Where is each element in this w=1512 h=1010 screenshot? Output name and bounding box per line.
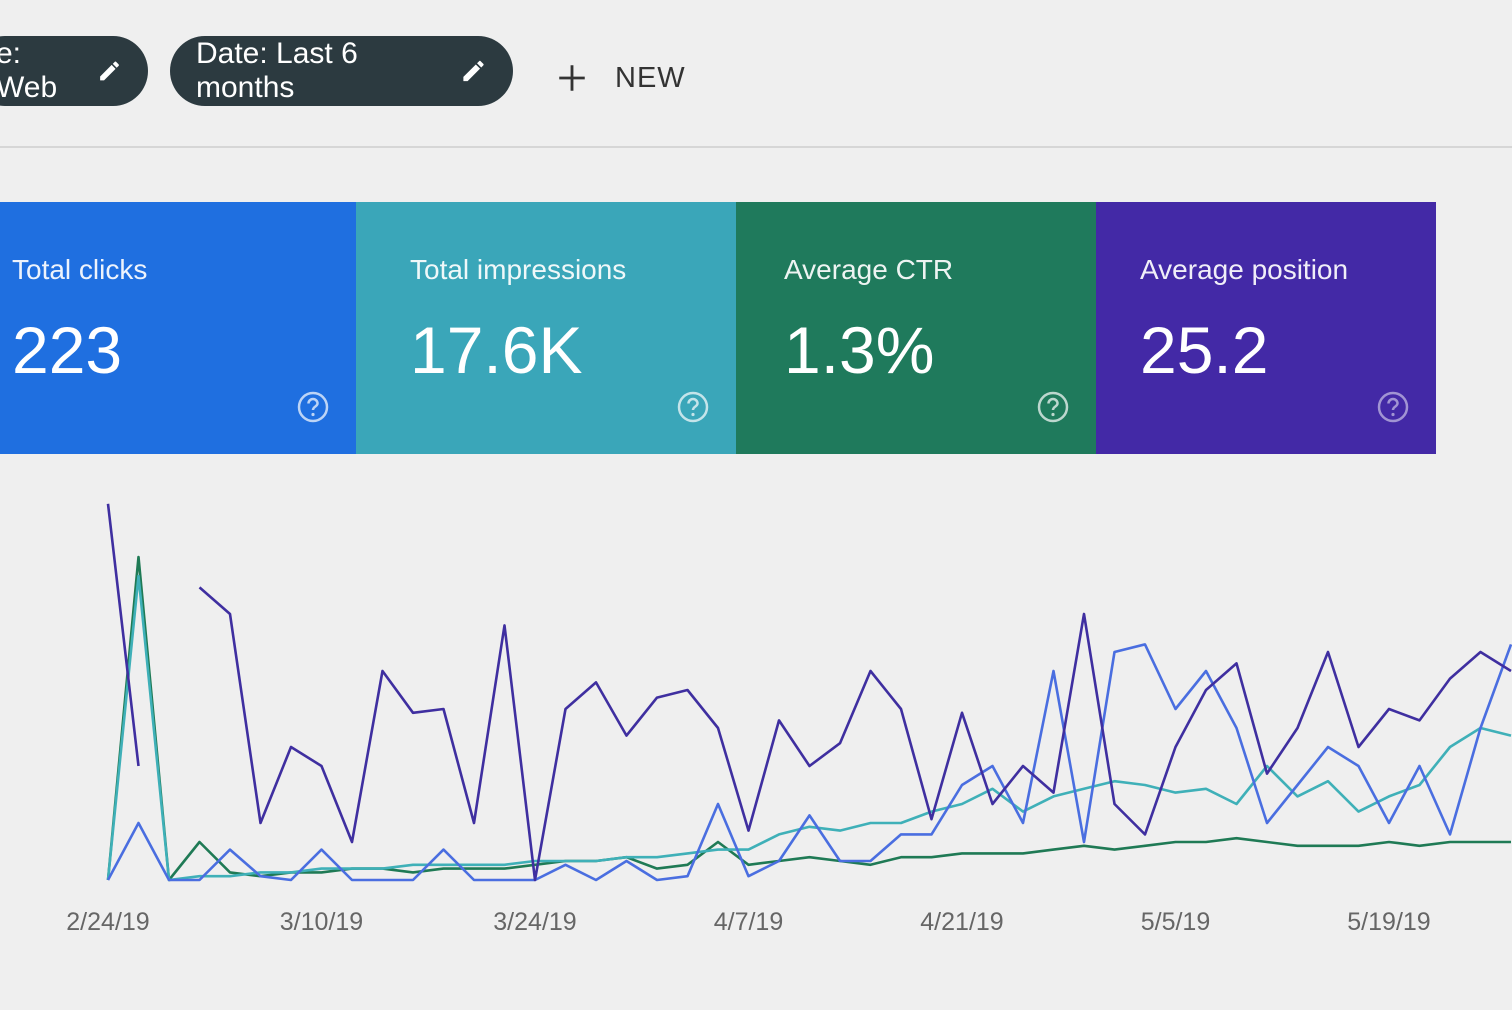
x-tick-label: 5/19/19 [1347,908,1430,936]
card-value: 17.6K [410,313,583,387]
card-value: 223 [12,313,123,387]
filter-chip[interactable]: e: Web [0,36,148,106]
card-title: Total impressions [410,254,627,285]
x-tick-label: 4/21/19 [920,908,1003,936]
x-tick-label: 4/7/19 [714,908,784,936]
divider [0,146,1512,148]
series-line [106,503,1512,882]
series-line [106,643,1512,882]
x-tick-label: 3/10/19 [280,908,363,936]
new-button[interactable]: NEW [555,50,686,106]
chip-label: e: Web [0,37,58,104]
new-label: NEW [615,61,686,94]
edit-icon [100,61,119,81]
metric-card[interactable]: Average position 25.2 [1096,202,1436,454]
help-icon[interactable] [296,390,330,424]
card-title: Total clicks [12,254,148,285]
series-line [106,574,1512,882]
x-tick-label: 3/24/19 [493,908,576,936]
metric-card[interactable]: Average CTR 1.3% [736,202,1096,454]
filter-chip[interactable]: Date: Last 6 months [170,36,513,106]
card-title: Average position [1140,254,1349,285]
plus-icon [559,65,585,91]
metric-card[interactable]: Total impressions 17.6K [356,202,736,454]
edit-icon [463,60,484,82]
x-tick-label: 5/5/19 [1141,908,1211,936]
card-value: 25.2 [1140,313,1269,387]
card-title: Average CTR [784,254,954,285]
help-icon[interactable] [1376,390,1410,424]
help-icon[interactable] [676,390,710,424]
metric-card[interactable]: Total clicks 223 [0,202,356,454]
chip-label: Date: Last 6 months [196,37,358,104]
performance-chart: 2/24/19 3/10/19 3/24/19 4/7/19 4/21/19 5/5/19… [66,503,1512,936]
card-value: 1.3% [784,313,935,387]
x-tick-label: 2/24/19 [66,908,149,936]
help-icon[interactable] [1036,390,1070,424]
